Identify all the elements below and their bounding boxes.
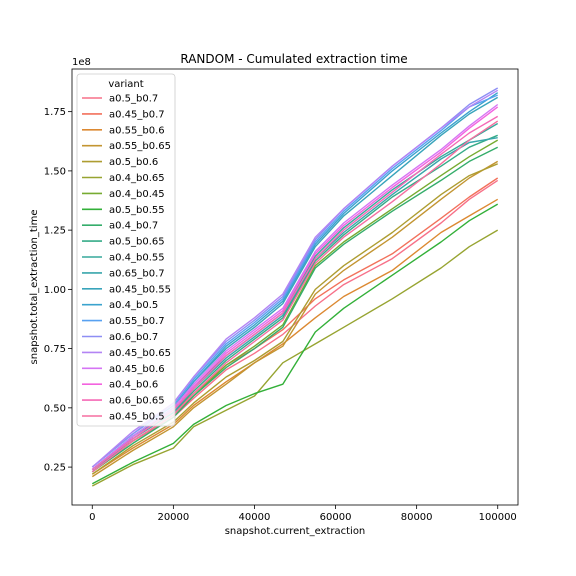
- plot-area-frame: [71, 68, 519, 506]
- series-line-a0.4_b0.65: [91, 229, 499, 487]
- legend-entry-label: a0.55_b0.7: [109, 316, 165, 327]
- legend-entry-label: a0.45_b0.7: [109, 109, 165, 120]
- x-tick-label: 40000: [239, 512, 271, 523]
- legend-entry-label: a0.6_b0.65: [109, 396, 165, 407]
- y-axis: 0.25 0.50 0.75 1.00 1.25 1.50 1.75: [44, 107, 72, 474]
- x-axis-label: snapshot.current_extraction: [225, 526, 366, 537]
- legend-entry-label: a0.4_b0.65: [109, 173, 165, 184]
- legend: variant a0.5_b0.7a0.45_b0.7a0.55_b0.6a0.…: [76, 73, 176, 427]
- x-tick-label: 80000: [401, 512, 433, 523]
- legend-entry-label: a0.4_b0.45: [109, 189, 165, 200]
- y-tick-label: 1.00: [44, 285, 66, 296]
- legend-entry-label: a0.5_b0.65: [109, 237, 165, 248]
- y-tick-label: 1.25: [44, 226, 66, 237]
- x-axis: 0 20000 40000 60000 80000 100000: [89, 505, 517, 523]
- legend-entry-label: a0.5_b0.7: [109, 94, 158, 105]
- series-line-a0.55_b0.65: [91, 160, 499, 478]
- legend-entry-label: a0.45_b0.55: [109, 284, 171, 295]
- y-tick-label: 0.25: [44, 463, 66, 474]
- legend-entry-label: a0.5_b0.55: [109, 205, 165, 216]
- legend-entry-label: a0.45_b0.65: [109, 348, 171, 359]
- y-offset-label: 1e8: [72, 57, 91, 68]
- x-tick-label: 20000: [157, 512, 189, 523]
- x-tick-label: 0: [89, 512, 95, 523]
- legend-entry-label: a0.4_b0.55: [109, 253, 165, 264]
- x-tick-label: 100000: [479, 512, 517, 523]
- series-line-a0.5_b0.55: [91, 203, 499, 485]
- x-tick-label: 60000: [320, 512, 352, 523]
- y-tick-label: 1.75: [44, 107, 66, 118]
- legend-entry-label: a0.5_b0.6: [109, 157, 158, 168]
- y-tick-label: 0.50: [44, 403, 66, 414]
- legend-entry-label: a0.4_b0.7: [109, 221, 158, 232]
- legend-entry-label: a0.4_b0.5: [109, 300, 158, 311]
- legend-entry-label: a0.6_b0.7: [109, 332, 158, 343]
- y-tick-label: 0.75: [44, 344, 66, 355]
- y-axis-label: snapshot.total_extraction_time: [29, 210, 40, 365]
- legend-title: variant: [108, 79, 143, 90]
- legend-entry-label: a0.65_b0.7: [109, 268, 165, 279]
- legend-entry-label: a0.4_b0.6: [109, 380, 158, 391]
- y-tick-label: 1.50: [44, 166, 66, 177]
- legend-entry-label: a0.55_b0.6: [109, 125, 165, 136]
- legend-entry-label: a0.55_b0.65: [109, 141, 171, 152]
- chart-title: RANDOM - Cumulated extraction time: [180, 52, 407, 66]
- legend-entry-label: a0.45_b0.6: [109, 364, 165, 375]
- legend-entry-label: a0.45_b0.5: [109, 412, 165, 423]
- legend-items: a0.5_b0.7 a0.45_b0.7 a0.55_b0.6 a0.55_b0.65…: [82, 94, 171, 423]
